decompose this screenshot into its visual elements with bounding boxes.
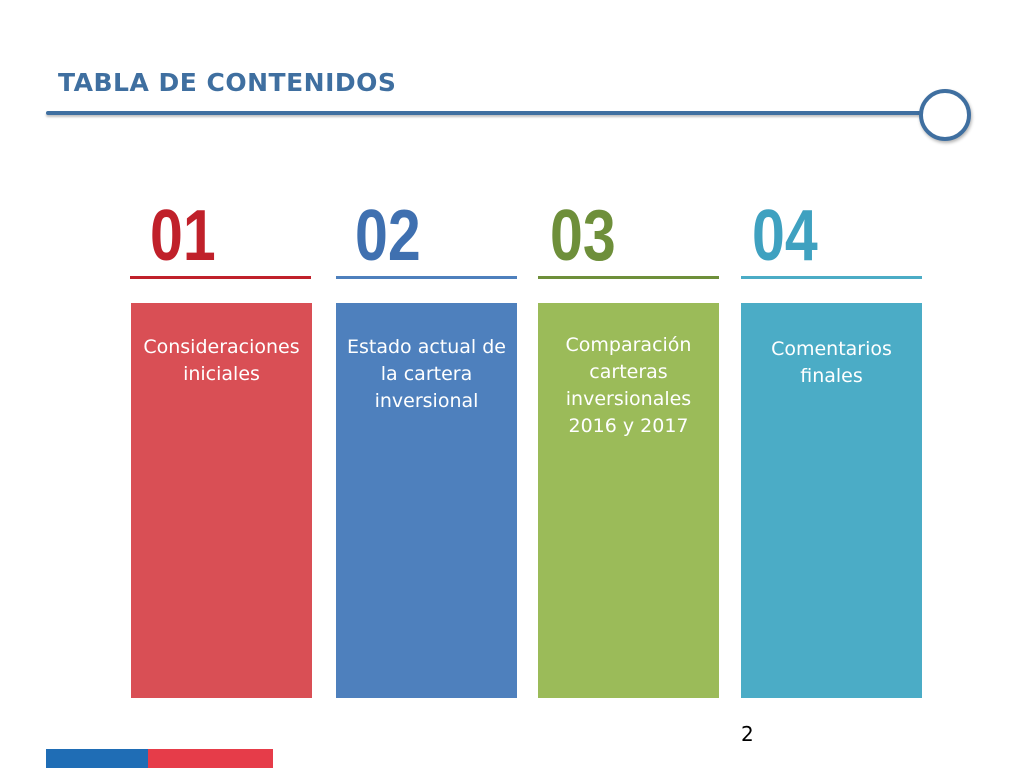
section-number-02: 02 xyxy=(355,196,421,276)
section-label-01: Consideraciones iniciales xyxy=(143,336,300,385)
section-panel-02[interactable]: Estado actual de la cartera inversional xyxy=(336,303,517,698)
page-number: 2 xyxy=(741,722,754,746)
section-number-04: 04 xyxy=(752,196,818,276)
section-number-01: 01 xyxy=(150,196,216,276)
footer-bar-blue xyxy=(46,749,148,768)
section-underline-03 xyxy=(538,276,719,279)
section-panel-01[interactable]: Consideraciones iniciales xyxy=(131,303,312,698)
section-underline-02 xyxy=(336,276,517,279)
section-label-04: Comentarios finales xyxy=(771,338,892,387)
section-number-03: 03 xyxy=(550,196,616,276)
footer-bar-red xyxy=(148,749,273,768)
section-panel-04[interactable]: Comentarios finales xyxy=(741,303,922,698)
section-underline-04 xyxy=(741,276,922,279)
page-title: TABLA DE CONTENIDOS xyxy=(58,68,397,97)
title-divider xyxy=(46,111,922,115)
section-label-02: Estado actual de la cartera inversional xyxy=(346,336,506,412)
section-underline-01 xyxy=(130,276,311,279)
section-label-03: Comparación carteras inversionales 2016 … xyxy=(565,334,692,437)
title-circle-ornament xyxy=(919,89,971,141)
section-panel-03[interactable]: Comparación carteras inversionales 2016 … xyxy=(538,303,719,698)
